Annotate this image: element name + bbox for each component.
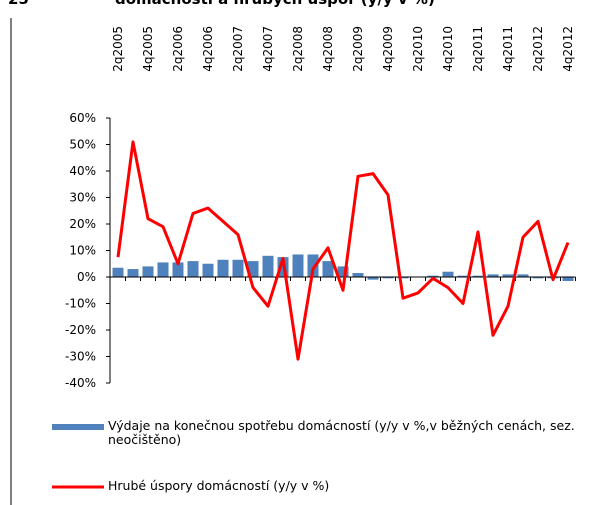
y-tick-label: 50%	[69, 138, 96, 152]
bar	[367, 277, 379, 280]
legend-item: Hrubé úspory domácností (y/y v %)	[108, 479, 330, 493]
bar	[337, 266, 349, 277]
x-tick-label: 2q2007	[231, 26, 245, 72]
bar	[247, 261, 259, 277]
y-tick-label: 40%	[69, 164, 96, 178]
bar	[427, 275, 439, 277]
bar	[112, 267, 124, 277]
x-tick-label: 4q2012	[561, 26, 575, 72]
bar	[397, 277, 409, 279]
figure-number: 25	[8, 0, 29, 8]
x-tick-label: 4q2005	[141, 26, 155, 72]
bar	[517, 274, 529, 277]
bar	[307, 254, 319, 277]
bar	[472, 275, 484, 277]
bar	[157, 262, 169, 277]
y-tick-label: 20%	[69, 217, 96, 231]
x-tick-label: 4q2008	[321, 26, 335, 72]
y-tick-label: -30%	[65, 350, 96, 364]
chart-title: domácností a hrubých úspor (y/y v %)	[115, 0, 435, 8]
x-tick-label: 2q2012	[531, 26, 545, 72]
legend-label: Hrubé úspory domácností (y/y v %)	[108, 479, 330, 493]
y-tick-label: -20%	[65, 323, 96, 337]
legend-label: Výdaje na konečnou spotřebu domácností (…	[108, 419, 575, 447]
x-tick-label: 4q2006	[201, 26, 215, 72]
x-tick-label: 2q2010	[411, 26, 425, 72]
bar	[382, 277, 394, 279]
bar	[442, 271, 454, 277]
bar	[232, 259, 244, 277]
legend-item: Výdaje na konečnou spotřebu domácností (…	[108, 419, 575, 447]
y-tick-label: 30%	[69, 191, 96, 205]
bar	[502, 274, 514, 277]
y-tick-label: 0%	[77, 270, 96, 284]
x-tick-label: 2q2011	[471, 26, 485, 72]
x-tick-label: 2q2005	[111, 26, 125, 72]
x-tick-label: 2q2006	[171, 26, 185, 72]
y-tick-label: -40%	[65, 376, 96, 390]
bar	[487, 274, 499, 277]
x-tick-label: 4q2011	[501, 26, 515, 72]
bar	[352, 273, 364, 277]
y-tick-label: -10%	[65, 297, 96, 311]
bar	[127, 269, 139, 277]
bar	[142, 266, 154, 277]
bar	[322, 261, 334, 277]
x-tick-label: 4q2009	[381, 26, 395, 72]
bar	[532, 277, 544, 279]
line	[116, 140, 570, 361]
bar	[562, 277, 574, 281]
bar	[172, 262, 184, 277]
bar	[202, 263, 214, 277]
bar	[187, 261, 199, 277]
legend-swatch	[52, 424, 104, 430]
bar	[457, 275, 469, 277]
bar	[292, 254, 304, 277]
x-tick-label: 4q2010	[441, 26, 455, 72]
bar	[217, 259, 229, 277]
y-tick-label: 60%	[69, 111, 96, 125]
x-tick-label: 2q2009	[351, 26, 365, 72]
x-tick-label: 4q2007	[261, 26, 275, 72]
bar	[262, 255, 274, 277]
y-tick-label: 10%	[69, 244, 96, 258]
x-tick-label: 2q2008	[291, 26, 305, 72]
